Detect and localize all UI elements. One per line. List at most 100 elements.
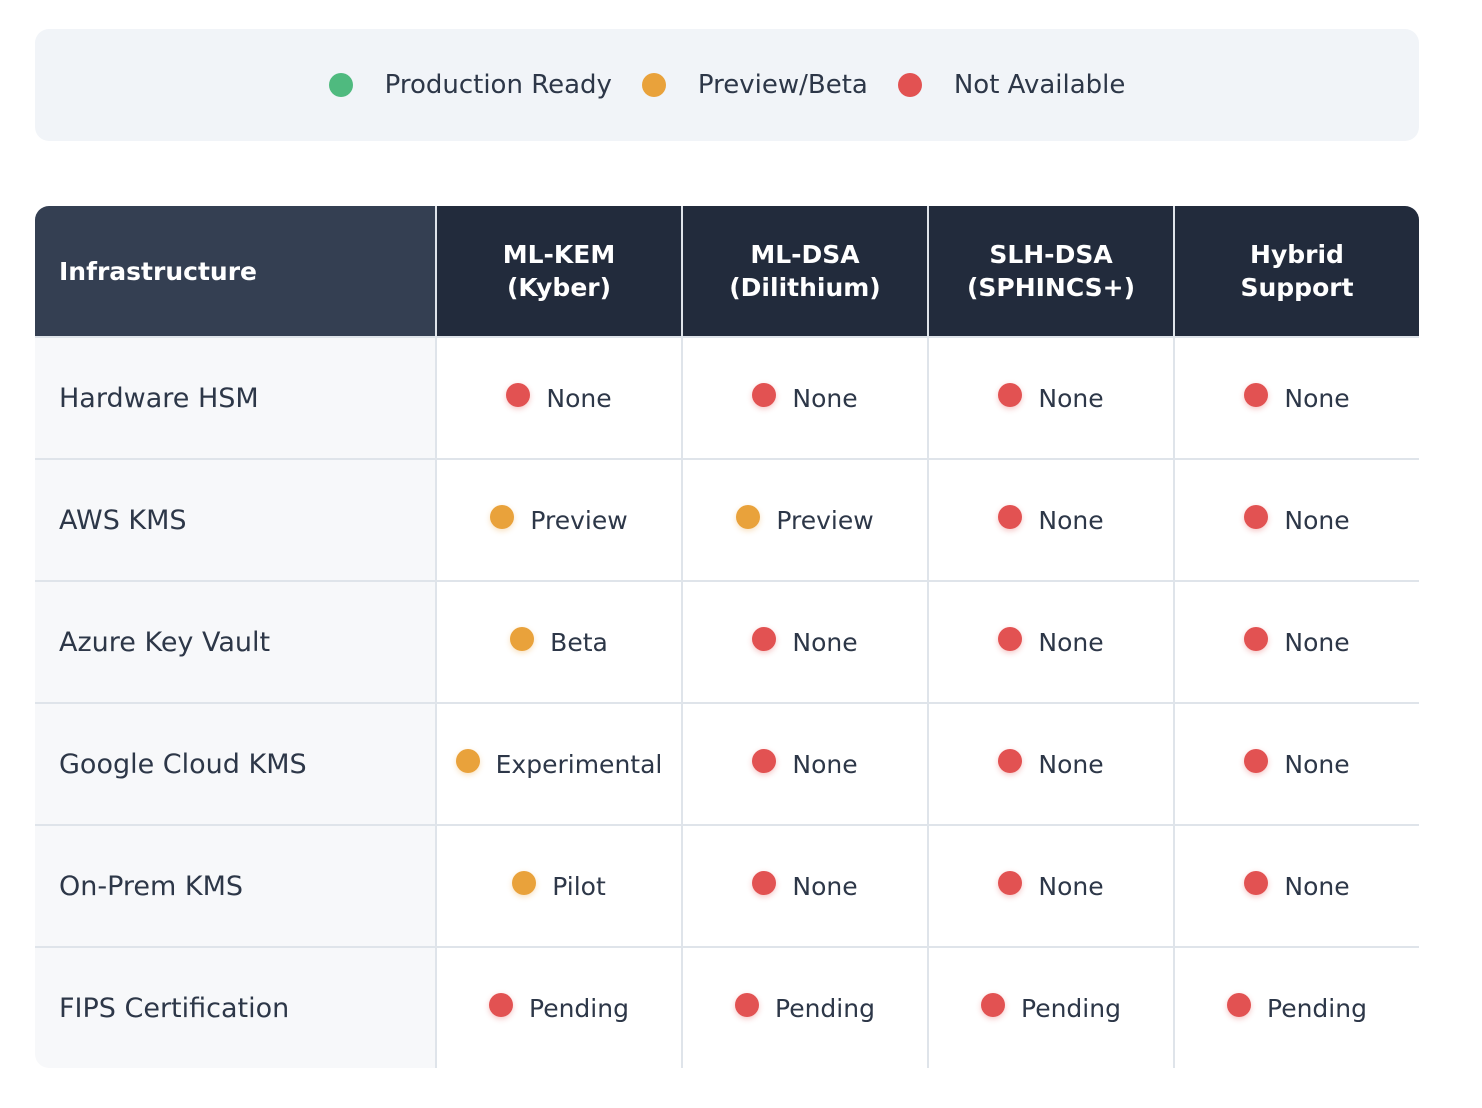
status-indicator: None xyxy=(683,627,927,657)
status-indicator: None xyxy=(1175,749,1419,779)
support-matrix: Infrastructure ML-KEM (Kyber) ML-DSA (Dili… xyxy=(35,206,1419,1068)
status-cell: Pending xyxy=(1174,946,1419,1068)
table-row: AWS KMS Preview Preview None None xyxy=(35,458,1419,581)
status-dot-icon xyxy=(998,871,1023,895)
status-indicator: Pilot xyxy=(437,871,681,901)
legend-dot-icon xyxy=(897,73,922,97)
status-indicator: Preview xyxy=(683,505,927,535)
status-indicator: None xyxy=(1175,627,1419,657)
status-indicator: Pending xyxy=(437,993,681,1023)
status-cell: Pending xyxy=(682,946,929,1068)
status-text: Preview xyxy=(530,505,628,535)
legend-item-production: Production Ready xyxy=(328,70,612,100)
status-dot-icon xyxy=(1244,383,1269,407)
status-dot-icon xyxy=(1244,505,1269,529)
status-text: None xyxy=(792,627,858,657)
status-indicator: Experimental xyxy=(437,749,681,779)
column-header: Hybrid Support xyxy=(1174,206,1419,337)
column-header: ML-KEM (Kyber) xyxy=(436,206,683,337)
status-indicator: None xyxy=(683,383,927,413)
status-cell: Beta xyxy=(436,580,683,703)
legend-dot-icon xyxy=(641,73,666,97)
status-text: None xyxy=(1284,749,1350,779)
status-dot-icon xyxy=(1227,993,1252,1017)
status-cell: None xyxy=(928,824,1175,947)
status-dot-icon xyxy=(998,749,1023,773)
status-text: Pilot xyxy=(552,871,606,901)
legend-dot-icon xyxy=(328,73,353,97)
status-text: None xyxy=(792,871,858,901)
infrastructure-name: Hardware HSM xyxy=(35,336,437,459)
status-cell: None xyxy=(1174,458,1419,581)
status-text: None xyxy=(1284,383,1350,413)
status-indicator: None xyxy=(929,383,1173,413)
status-indicator: Beta xyxy=(437,627,681,657)
status-cell: None xyxy=(1174,702,1419,825)
status-cell: Pending xyxy=(928,946,1175,1068)
status-indicator: None xyxy=(929,749,1173,779)
legend-label: Preview/Beta xyxy=(697,70,868,100)
table-row: FIPS Certification Pending Pending Pending P… xyxy=(35,946,1419,1068)
status-dot-icon xyxy=(736,505,761,529)
status-cell: None xyxy=(928,336,1175,459)
status-text: Preview xyxy=(776,505,874,535)
status-dot-icon xyxy=(752,871,777,895)
legend-label: Not Available xyxy=(953,70,1126,100)
status-text: Pending xyxy=(1021,993,1121,1023)
status-dot-icon xyxy=(752,627,777,651)
status-dot-icon xyxy=(1244,627,1269,651)
table-header-row: Infrastructure ML-KEM (Kyber) ML-DSA (Dili… xyxy=(35,206,1419,337)
status-dot-icon xyxy=(752,749,777,773)
status-dot-icon xyxy=(506,383,531,407)
column-header-label: ML-KEM (Kyber) xyxy=(502,240,616,302)
support-table: Infrastructure ML-KEM (Kyber) ML-DSA (Dili… xyxy=(35,206,1419,1068)
legend-item-none: Not Available xyxy=(897,70,1126,100)
status-cell: Preview xyxy=(436,458,683,581)
status-indicator: Pending xyxy=(683,993,927,1023)
status-text: None xyxy=(792,749,858,779)
status-cell: None xyxy=(682,336,929,459)
infrastructure-name: Google Cloud KMS xyxy=(35,702,437,825)
status-indicator: None xyxy=(929,627,1173,657)
status-dot-icon xyxy=(1244,749,1269,773)
status-dot-icon xyxy=(998,505,1023,529)
status-indicator: None xyxy=(683,749,927,779)
status-text: Pending xyxy=(775,993,875,1023)
status-indicator: None xyxy=(437,383,681,413)
status-text: None xyxy=(1284,627,1350,657)
status-cell: Experimental xyxy=(436,702,683,825)
status-cell: Preview xyxy=(682,458,929,581)
status-cell: None xyxy=(928,702,1175,825)
status-cell: None xyxy=(682,702,929,825)
infrastructure-name: FIPS Certification xyxy=(35,946,437,1068)
column-header-label: ML-DSA (Dilithium) xyxy=(729,240,881,302)
status-indicator: Pending xyxy=(929,993,1173,1023)
status-cell: None xyxy=(682,580,929,703)
status-indicator: Preview xyxy=(437,505,681,535)
status-text: Pending xyxy=(1267,993,1367,1023)
table-row: Azure Key Vault Beta None None None xyxy=(35,580,1419,703)
status-cell: None xyxy=(1174,336,1419,459)
status-cell: None xyxy=(928,458,1175,581)
status-text: Pending xyxy=(529,993,629,1023)
status-text: Beta xyxy=(550,627,608,657)
status-text: None xyxy=(792,383,858,413)
table-row: Google Cloud KMS Experimental None None None xyxy=(35,702,1419,825)
status-text: Experimental xyxy=(495,749,663,779)
column-header-label: SLH-DSA (SPHINCS+) xyxy=(966,240,1136,302)
status-cell: None xyxy=(682,824,929,947)
status-dot-icon xyxy=(490,505,515,529)
column-header: ML-DSA (Dilithium) xyxy=(682,206,929,337)
status-dot-icon xyxy=(455,749,480,773)
status-dot-icon xyxy=(512,871,537,895)
column-header-label: Hybrid Support xyxy=(1240,240,1354,302)
status-indicator: None xyxy=(1175,871,1419,901)
status-text: None xyxy=(1038,871,1104,901)
status-indicator: None xyxy=(683,871,927,901)
infrastructure-name: On-Prem KMS xyxy=(35,824,437,947)
legend: Production Ready Preview/Beta Not Availabl… xyxy=(35,29,1419,141)
status-indicator: None xyxy=(929,505,1173,535)
status-indicator: None xyxy=(1175,383,1419,413)
status-cell: None xyxy=(928,580,1175,703)
status-cell: None xyxy=(1174,580,1419,703)
